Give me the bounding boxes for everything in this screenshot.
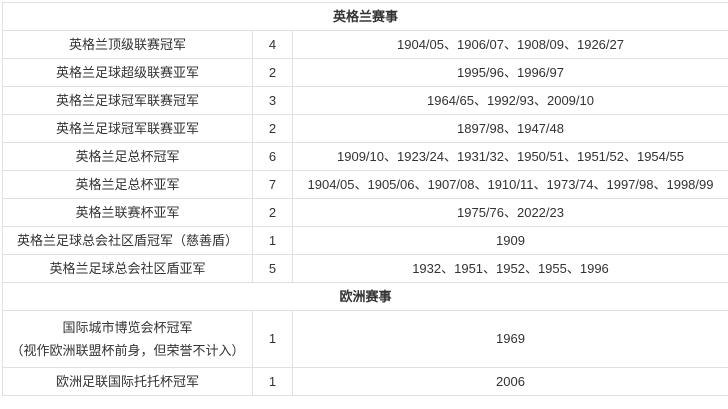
honour-title: 英格兰足球总会社区盾亚军 <box>2 254 253 283</box>
honour-title: 欧洲足联国际托托杯冠军 <box>2 367 253 396</box>
honour-years: 2006 <box>292 367 728 396</box>
honour-title: 英格兰足总杯亚军 <box>2 170 253 199</box>
honour-years: 1964/65、1992/93、2009/10 <box>292 86 728 115</box>
section-header-label: 英格兰赛事 <box>2 2 728 31</box>
table-row: 英格兰顶级联赛冠军 4 1904/05、1906/07、1908/09、1926… <box>2 30 728 59</box>
honour-years: 1897/98、1947/48 <box>292 114 728 143</box>
table-row: 英格兰足总杯亚军 7 1904/05、1905/06、1907/08、1910/… <box>2 170 728 199</box>
honour-count: 1 <box>252 310 293 368</box>
table-row: 国际城市博览会杯冠军 （视作欧洲联盟杯前身，但荣誉不计入） 1 1969 <box>2 310 728 368</box>
honour-title: 英格兰足球超级联赛亚军 <box>2 58 253 87</box>
honour-years: 1932、1951、1952、1955、1996 <box>292 254 728 283</box>
table-row: 英格兰足球冠军联赛亚军 2 1897/98、1947/48 <box>2 114 728 143</box>
section-header-europe: 欧洲赛事 <box>2 282 728 311</box>
honour-years: 1995/96、1996/97 <box>292 58 728 87</box>
honour-title: 英格兰足球冠军联赛冠军 <box>2 86 253 115</box>
honour-title-note: （视作欧洲联盟杯前身，但荣誉不计入） <box>10 343 245 358</box>
section-header-label: 欧洲赛事 <box>2 282 728 311</box>
honour-title: 英格兰足总杯冠军 <box>2 142 253 171</box>
honour-years: 1904/05、1906/07、1908/09、1926/27 <box>292 30 728 59</box>
honour-count: 5 <box>252 254 293 283</box>
honour-title: 英格兰足球冠军联赛亚军 <box>2 114 253 143</box>
table-row: 英格兰足球冠军联赛冠军 3 1964/65、1992/93、2009/10 <box>2 86 728 115</box>
honour-count: 2 <box>252 114 293 143</box>
honour-title: 国际城市博览会杯冠军 （视作欧洲联盟杯前身，但荣誉不计入） <box>2 310 253 368</box>
honour-years: 1909 <box>292 226 728 255</box>
honour-count: 2 <box>252 198 293 227</box>
section-header-england: 英格兰赛事 <box>2 2 728 31</box>
honour-count: 4 <box>252 30 293 59</box>
table-row: 英格兰足球超级联赛亚军 2 1995/96、1996/97 <box>2 58 728 87</box>
table-row: 英格兰足球总会社区盾亚军 5 1932、1951、1952、1955、1996 <box>2 254 728 283</box>
honour-years: 1904/05、1905/06、1907/08、1910/11、1973/74、… <box>292 170 728 199</box>
honour-years: 1975/76、2022/23 <box>292 198 728 227</box>
honour-count: 1 <box>252 226 293 255</box>
honour-count: 3 <box>252 86 293 115</box>
honour-title: 英格兰顶级联赛冠军 <box>2 30 253 59</box>
honours-table: 英格兰赛事 英格兰顶级联赛冠军 4 1904/05、1906/07、1908/0… <box>2 2 728 396</box>
honour-title-line: 国际城市博览会杯冠军 <box>62 320 193 335</box>
honour-title: 英格兰联赛杯亚军 <box>2 198 253 227</box>
honour-count: 6 <box>252 142 293 171</box>
honour-count: 2 <box>252 58 293 87</box>
honour-years: 1969 <box>292 310 728 368</box>
honour-count: 1 <box>252 367 293 396</box>
table-row: 欧洲足联国际托托杯冠军 1 2006 <box>2 367 728 396</box>
honour-count: 7 <box>252 170 293 199</box>
honour-years: 1909/10、1923/24、1931/32、1950/51、1951/52、… <box>292 142 728 171</box>
honour-title: 英格兰足球总会社区盾冠军（慈善盾） <box>2 226 253 255</box>
table-row: 英格兰足总杯冠军 6 1909/10、1923/24、1931/32、1950/… <box>2 142 728 171</box>
table-row: 英格兰足球总会社区盾冠军（慈善盾） 1 1909 <box>2 226 728 255</box>
table-row: 英格兰联赛杯亚军 2 1975/76、2022/23 <box>2 198 728 227</box>
